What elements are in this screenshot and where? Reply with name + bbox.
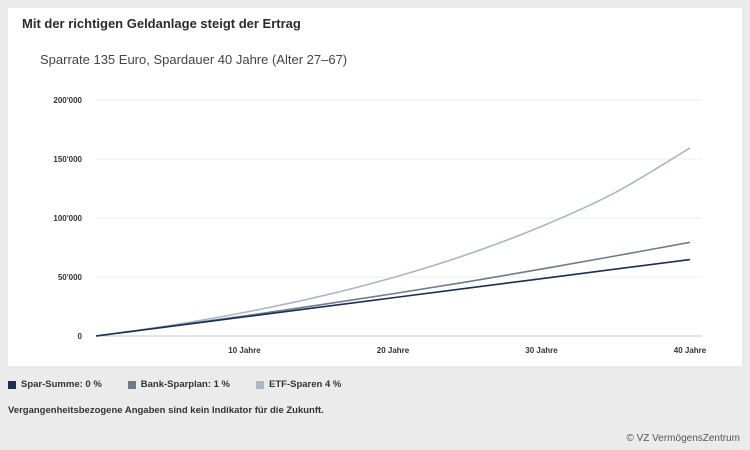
series-line xyxy=(95,241,691,337)
legend-swatch xyxy=(256,380,264,389)
legend-label: Spar-Summe: 0 % xyxy=(21,379,102,390)
x-tick-label: 40 Jahre xyxy=(674,346,707,355)
series-line xyxy=(95,147,691,337)
x-tick-label: 20 Jahre xyxy=(377,346,410,355)
y-tick-label: 200'000 xyxy=(53,96,82,105)
y-axis-ticks: 0 50'000 100'000 150'000 200'000 xyxy=(53,96,82,341)
legend-swatch xyxy=(8,380,16,389)
line-chart: 0 50'000 100'000 150'000 200'000 10 Jahre 20 … xyxy=(53,96,707,355)
legend-label: ETF-Sparen 4 % xyxy=(269,379,342,390)
y-tick-label: 50'000 xyxy=(58,273,83,282)
legend-item-spar-summe: Spar-Summe: 0 % xyxy=(8,379,102,390)
x-tick-label: 30 Jahre xyxy=(525,346,558,355)
copyright-text: © VZ VermögensZentrum xyxy=(626,433,740,444)
legend-label: Bank-Sparplan: 1 % xyxy=(140,379,230,390)
disclaimer-note: Vergangenheitsbezogene Angaben sind kein… xyxy=(8,405,324,416)
series-lines xyxy=(95,147,691,337)
y-tick-label: 100'000 xyxy=(53,214,82,223)
legend-swatch xyxy=(127,380,136,389)
legend: Spar-Summe: 0 % Bank-Sparplan: 1 % ETF-S… xyxy=(8,379,341,390)
gridlines xyxy=(96,99,702,337)
legend-item-bank-sparplan: Bank-Sparplan: 1 % xyxy=(127,379,230,390)
x-axis-ticks: 10 Jahre 20 Jahre 30 Jahre 40 Jahre xyxy=(228,346,707,355)
legend-item-etf-sparen: ETF-Sparen 4 % xyxy=(256,379,341,390)
series-line xyxy=(95,258,691,337)
x-tick-label: 10 Jahre xyxy=(228,346,261,355)
chart-subtitle: Sparrate 135 Euro, Spardauer 40 Jahre (A… xyxy=(40,52,348,67)
y-tick-label: 0 xyxy=(78,332,83,341)
chart-title: Mit der richtigen Geldanlage steigt der … xyxy=(22,16,301,31)
chart-panel xyxy=(8,8,742,366)
y-tick-label: 150'000 xyxy=(53,155,82,164)
